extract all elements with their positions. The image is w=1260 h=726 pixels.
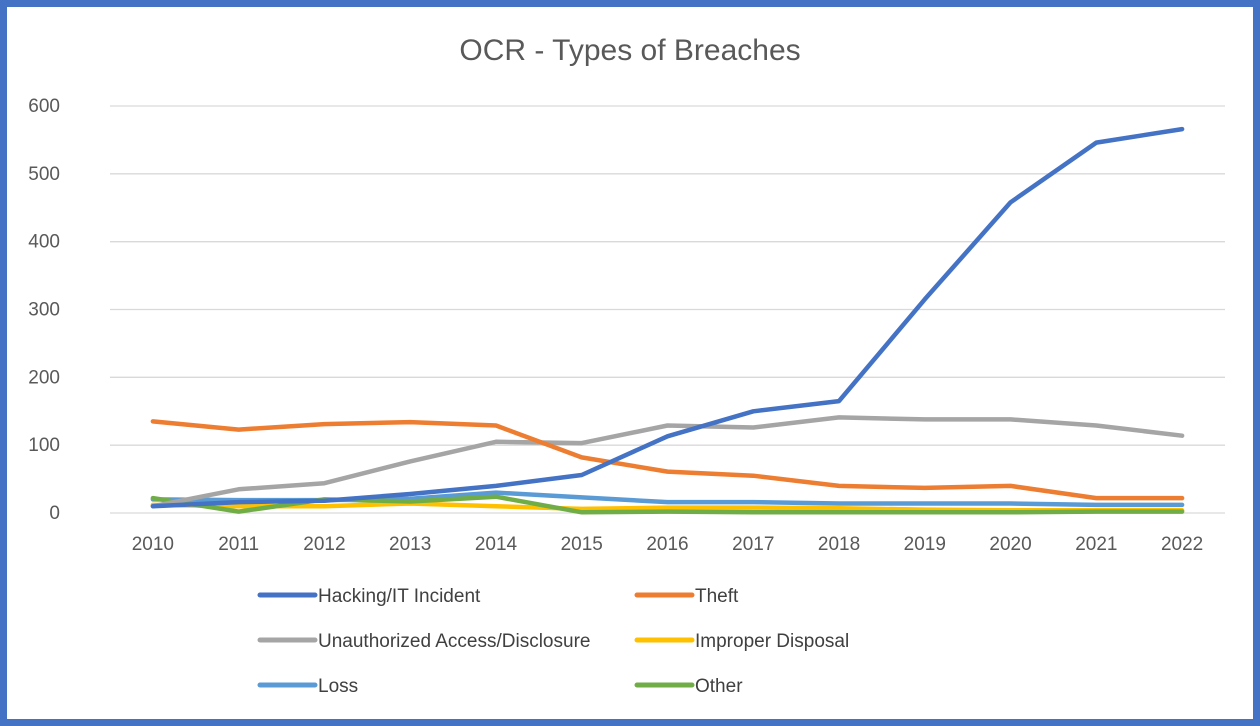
x-tick-label: 2013 <box>389 534 431 555</box>
x-tick-label: 2018 <box>818 534 860 555</box>
y-tick-label: 300 <box>28 300 60 321</box>
y-tick-label: 400 <box>28 232 60 253</box>
y-tick-label: 500 <box>28 164 60 185</box>
x-tick-label: 2019 <box>904 534 946 555</box>
x-tick-label: 2010 <box>132 534 174 555</box>
x-tick-label: 2016 <box>646 534 688 555</box>
series-line-unauthorized-access-disclosure <box>150 415 1185 509</box>
x-tick-label: 2022 <box>1161 534 1203 555</box>
x-tick-label: 2011 <box>218 534 259 555</box>
x-tick-label: 2017 <box>732 534 774 555</box>
series-lines <box>150 126 1185 515</box>
series-line-theft <box>150 419 1185 501</box>
y-tick-label: 200 <box>28 367 60 388</box>
legend: Hacking/IT Incident Theft Unauthorized Acc… <box>257 586 849 697</box>
x-axis-ticks: 2010 2011 2012 2013 2014 2015 2016 2017 2018 2019… <box>132 534 1204 555</box>
series-line-hacking-it-incident <box>150 126 1185 509</box>
x-tick-label: 2015 <box>561 534 603 555</box>
legend-label: Loss <box>318 676 358 697</box>
y-axis-ticks: 0 100 200 300 400 500 600 <box>28 96 60 524</box>
x-tick-label: 2021 <box>1075 534 1117 555</box>
x-tick-label: 2014 <box>475 534 518 555</box>
legend-label: Other <box>695 676 743 697</box>
legend-label: Theft <box>695 586 739 607</box>
x-tick-label: 2020 <box>989 534 1031 555</box>
legend-label: Hacking/IT Incident <box>318 586 481 607</box>
legend-label: Unauthorized Access/Disclosure <box>318 631 590 652</box>
gridlines <box>110 105 1225 514</box>
chart-title: OCR - Types of Breaches <box>459 34 801 67</box>
legend-label: Improper Disposal <box>695 631 849 652</box>
x-tick-label: 2012 <box>303 534 345 555</box>
y-tick-label: 100 <box>28 435 60 456</box>
y-tick-label: 0 <box>49 503 60 524</box>
y-tick-label: 600 <box>28 96 60 117</box>
